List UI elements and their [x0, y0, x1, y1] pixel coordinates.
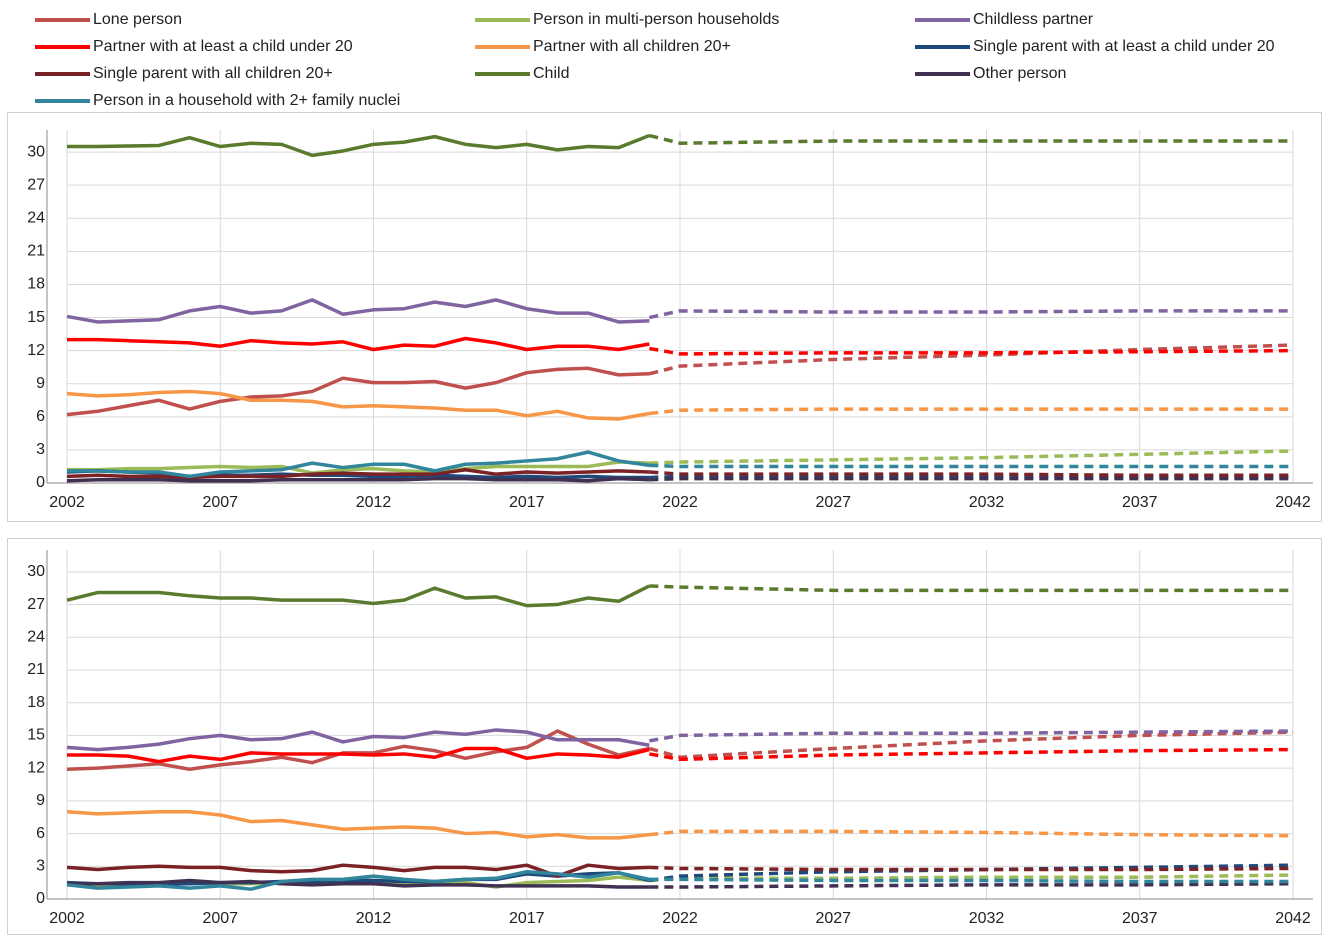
projection-line	[649, 470, 1293, 478]
y-tick-label: 30	[27, 563, 45, 580]
legend-label: Person in a household with 2+ family nuc…	[93, 92, 400, 109]
y-tick-label: 21	[27, 243, 45, 260]
projection-line	[648, 343, 1294, 376]
y-tick-label: 9	[36, 792, 45, 809]
y-tick-label: 6	[36, 825, 45, 842]
x-tick-label: 2007	[202, 910, 238, 927]
y-tick-label: 18	[27, 694, 45, 711]
x-tick-label: 2032	[969, 494, 1005, 511]
legend-label: Childless partner	[973, 11, 1094, 28]
projection-line	[649, 729, 1294, 743]
series-line	[66, 584, 651, 608]
x-tick-label: 2042	[1275, 910, 1311, 927]
y-tick-label: 0	[36, 890, 45, 907]
x-tick-label: 2027	[815, 494, 851, 511]
x-tick-label: 2022	[662, 494, 698, 511]
projection-line	[649, 463, 1293, 469]
y-tick-label: 18	[27, 276, 45, 293]
projection-line	[648, 730, 1294, 759]
y-tick-label: 15	[27, 727, 45, 744]
x-tick-label: 2002	[49, 910, 85, 927]
x-tick-label: 2027	[815, 910, 851, 927]
series-line	[67, 460, 650, 475]
projection-line	[649, 449, 1294, 465]
y-tick-label: 27	[27, 596, 45, 613]
x-tick-label: 2012	[356, 494, 392, 511]
series-line	[66, 476, 650, 483]
x-tick-label: 2042	[1275, 494, 1311, 511]
x-tick-label: 2037	[1122, 494, 1158, 511]
projection-line	[649, 877, 1293, 884]
legend-label: Lone person	[93, 11, 182, 28]
projection-line	[649, 865, 1294, 872]
panel-frame	[7, 112, 1322, 522]
y-tick-label: 3	[36, 441, 45, 458]
series-line	[66, 389, 650, 421]
y-tick-label: 3	[36, 858, 45, 875]
series-line	[67, 450, 650, 479]
series-line	[66, 810, 650, 840]
legend-label: Single parent with all children 20+	[93, 65, 333, 82]
y-tick-label: 6	[36, 408, 45, 425]
y-tick-label: 12	[27, 759, 45, 776]
series-line	[67, 878, 650, 889]
y-tick-label: 12	[27, 342, 45, 359]
y-tick-label: 24	[27, 628, 45, 645]
projection-line	[648, 309, 1293, 320]
x-tick-label: 2017	[509, 494, 545, 511]
projection-line	[649, 829, 1294, 838]
legend-label: Other person	[973, 65, 1066, 82]
y-tick-label: 0	[36, 474, 45, 491]
y-tick-label: 24	[27, 209, 45, 226]
legend-label: Partner with at least a child under 20	[93, 38, 353, 55]
series-line	[66, 298, 650, 324]
projection-line	[648, 133, 1293, 145]
projection-line	[649, 584, 1293, 593]
x-tick-label: 2017	[509, 910, 545, 927]
projection-line	[649, 346, 1294, 356]
x-tick-label: 2022	[662, 910, 698, 927]
series-line	[66, 366, 650, 417]
y-tick-label: 30	[27, 143, 45, 160]
projection-line	[649, 873, 1294, 883]
series-line	[67, 336, 650, 352]
x-tick-label: 2037	[1122, 910, 1158, 927]
series-line	[66, 468, 650, 480]
x-tick-label: 2032	[969, 910, 1005, 927]
y-tick-label: 15	[27, 309, 45, 326]
projection-line	[649, 476, 1293, 482]
x-tick-label: 2002	[49, 494, 85, 511]
legend-label: Single parent with at least a child unde…	[973, 38, 1275, 55]
legend-label: Child	[533, 65, 569, 82]
series-line	[67, 746, 650, 764]
x-tick-label: 2007	[202, 494, 238, 511]
y-tick-label: 21	[27, 661, 45, 678]
x-tick-label: 2012	[356, 910, 392, 927]
legend-label: Person in multi-person households	[533, 11, 779, 28]
y-tick-label: 27	[27, 176, 45, 193]
projection-line	[649, 407, 1293, 416]
legend-label: Partner with all children 20+	[533, 38, 731, 55]
y-tick-label: 9	[36, 375, 45, 392]
projection-line	[649, 881, 1294, 889]
series-line	[66, 869, 650, 891]
projection-line	[649, 747, 1294, 762]
series-line	[66, 728, 650, 752]
series-line	[67, 133, 650, 158]
